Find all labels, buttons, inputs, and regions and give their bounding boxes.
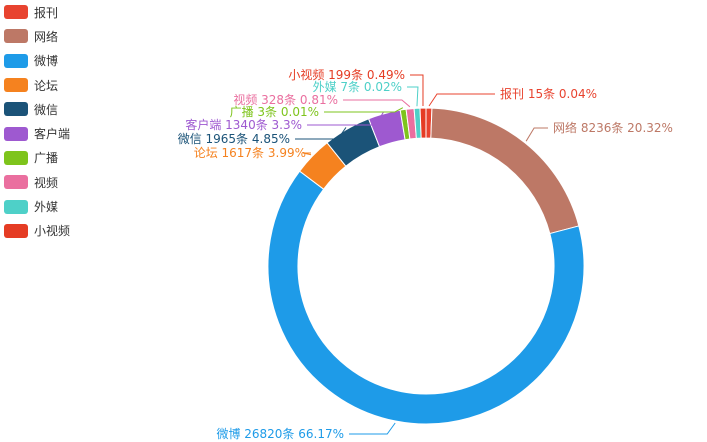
data-label: 小视频 199条 0.49%: [288, 67, 405, 82]
legend-swatch: [4, 5, 28, 20]
legend-swatch: [4, 29, 28, 44]
legend-swatch: [4, 102, 28, 117]
data-label: 客户端 1340条 3.3%: [185, 117, 302, 132]
legend-item[interactable]: 论坛: [4, 73, 70, 97]
legend-item[interactable]: 报刊: [4, 0, 70, 24]
label-leader-line: [302, 152, 312, 156]
legend-item[interactable]: 客户端: [4, 121, 70, 145]
label-leader-line: [349, 422, 396, 435]
legend-item[interactable]: 微信: [4, 97, 70, 121]
legend-item[interactable]: 微博: [4, 49, 70, 73]
legend-swatch: [4, 199, 28, 214]
data-label: 广播 3条 0.01%: [230, 105, 319, 119]
label-leader-line: [343, 99, 411, 108]
label-leader-line: [295, 127, 347, 140]
legend-label: 视频: [34, 175, 59, 190]
label-leader-line: [428, 93, 495, 107]
legend-label: 外媒: [34, 200, 59, 215]
data-label: 微博 26820条 66.17%: [216, 426, 344, 441]
legend-label: 客户端: [34, 127, 71, 142]
legend-label: 小视频: [34, 224, 71, 239]
pie-slice[interactable]: [267, 170, 585, 425]
legend-swatch: [4, 175, 28, 190]
label-leader-line: [410, 74, 424, 107]
legend-item[interactable]: 小视频: [4, 219, 70, 243]
legend-item[interactable]: 网络: [4, 24, 70, 48]
data-label: 网络 8236条 20.32%: [553, 120, 673, 135]
legend: 报刊网络微博论坛微信客户端广播视频外媒小视频: [4, 0, 70, 243]
data-label: 微信 1965条 4.85%: [178, 132, 290, 146]
label-leader-line: [407, 86, 419, 107]
pie-slice[interactable]: [419, 107, 427, 139]
legend-label: 报刊: [34, 5, 59, 20]
legend-label: 论坛: [34, 78, 59, 93]
legend-swatch: [4, 150, 28, 165]
legend-label: 广播: [34, 151, 59, 166]
legend-swatch: [4, 223, 28, 238]
legend-swatch: [4, 78, 28, 93]
data-label: 报刊 15条 0.04%: [500, 86, 597, 101]
label-leader-line: [324, 107, 404, 113]
legend-label: 微博: [34, 54, 59, 69]
legend-label: 微信: [34, 102, 59, 117]
legend-swatch: [4, 126, 28, 141]
data-label: 外媒 7条 0.02%: [313, 80, 402, 94]
legend-swatch: [4, 53, 28, 68]
legend-item[interactable]: 广播: [4, 146, 70, 170]
legend-item[interactable]: 外媒: [4, 194, 70, 218]
legend-item[interactable]: 视频: [4, 170, 70, 194]
data-label: 视频 328条 0.81%: [233, 92, 338, 107]
data-label: 论坛 1617条 3.99%: [194, 146, 306, 160]
label-leader-line: [525, 127, 548, 142]
legend-label: 网络: [34, 29, 59, 44]
label-leader-line: [307, 111, 385, 126]
